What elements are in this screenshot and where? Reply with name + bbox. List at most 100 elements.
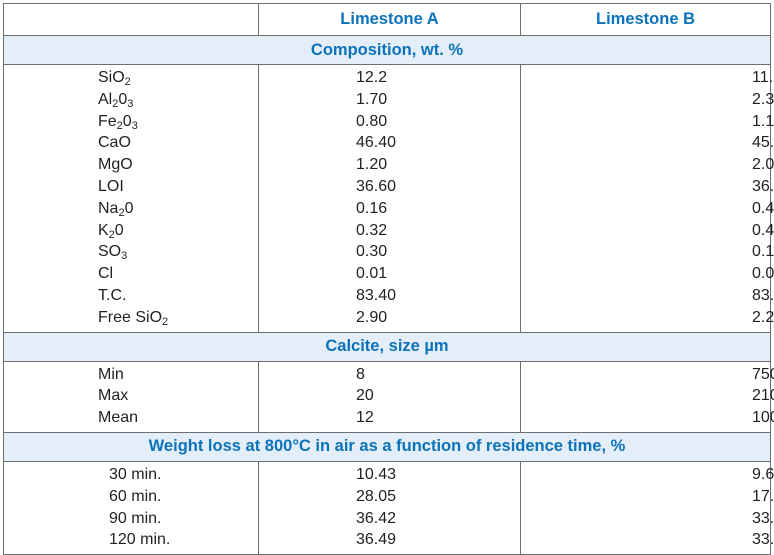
value-limestone-a: 12: [258, 407, 521, 433]
row-label: Fe: [98, 112, 117, 130]
row-label-cell: Na20: [3, 197, 259, 220]
value-limestone-a: 36.60: [258, 175, 521, 198]
label-suffix: 0: [124, 199, 134, 217]
value-limestone-a: 12.2: [258, 64, 521, 89]
value-limestone-a: 46.40: [258, 132, 521, 155]
row-label: Al: [98, 90, 113, 108]
row-label: Mean: [98, 409, 139, 427]
row-label: Free SiO: [98, 308, 163, 326]
table-header-row: Limestone A Limestone B: [3, 3, 771, 36]
calcite-row: Mean 121000: [3, 407, 774, 433]
value-limestone-a: 10.43: [258, 461, 521, 486]
row-label-cell: CaO: [3, 132, 259, 155]
row-label-cell: 30 min.: [3, 461, 259, 486]
limestone-table: Limestone A Limestone B Composition, wt.…: [3, 3, 774, 555]
section-weight-loss-title: Weight loss at 800°C in air as a functio…: [3, 431, 771, 462]
value-limestone-a: 36.49: [258, 529, 521, 555]
row-label-cell: Min: [3, 361, 259, 386]
label-suffix: 0: [118, 90, 128, 108]
value-limestone-a: 1.70: [258, 88, 521, 111]
value-limestone-b: 45.90: [520, 132, 774, 155]
value-limestone-a: 0.32: [258, 219, 521, 242]
label-suffix: 0: [114, 221, 124, 239]
row-label-cell: 60 min.: [3, 485, 259, 508]
value-limestone-b: 1.10: [520, 110, 774, 133]
value-limestone-b: 0.10: [520, 241, 774, 264]
label-subscript: 2: [162, 315, 169, 328]
weight-loss-row: 30 min. 10.439.61: [3, 461, 774, 486]
row-label-cell: Max: [3, 385, 259, 408]
value-limestone-b: 1000: [520, 407, 774, 433]
row-label-cell: Free SiO2: [3, 306, 259, 333]
value-limestone-b: 0.42: [520, 197, 774, 220]
label-subscript: 3: [131, 119, 138, 132]
composition-body: SiO212.211.20Al2031.702.30Fe2030.801.10C…: [3, 64, 774, 333]
value-limestone-a: 0.01: [258, 263, 521, 285]
row-label-cell: SiO2: [3, 64, 259, 89]
row-label-cell: K20: [3, 219, 259, 242]
value-limestone-b: 2.30: [520, 88, 774, 111]
label-subscript: 2: [108, 228, 115, 241]
value-limestone-b: 0.001: [520, 263, 774, 285]
calcite-body: Min 8750 Max 202100 Mean 121000: [3, 361, 774, 433]
row-label: Min: [98, 365, 124, 383]
value-limestone-b: 2.00: [520, 154, 774, 176]
row-label: LOI: [98, 177, 124, 195]
row-label: MgO: [98, 156, 133, 174]
row-label-cell: Mean: [3, 407, 259, 433]
value-limestone-a: 83.40: [258, 284, 521, 307]
header-empty-cell: [3, 3, 259, 36]
row-label-cell: 90 min.: [3, 507, 259, 530]
value-limestone-b: 2100: [520, 385, 774, 408]
value-limestone-b: 33.68: [520, 529, 774, 555]
value-limestone-b: 17.90: [520, 485, 774, 508]
row-label: SiO: [98, 69, 125, 86]
row-label: SO: [98, 243, 122, 261]
composition-row: MgO 1.202.00: [3, 154, 774, 176]
label-subscript: 2: [124, 76, 131, 88]
row-label: 90 min.: [109, 509, 162, 527]
value-limestone-b: 2.20: [520, 306, 774, 333]
row-label-cell: MgO: [3, 154, 259, 176]
value-limestone-b: 750: [520, 361, 774, 386]
section-composition-title: Composition, wt. %: [3, 35, 771, 65]
section-weight-loss-row: Weight loss at 800°C in air as a functio…: [3, 431, 771, 462]
value-limestone-b: 0.43: [520, 219, 774, 242]
row-label: 120 min.: [109, 531, 171, 549]
value-limestone-a: 0.16: [258, 197, 521, 220]
value-limestone-b: 11.20: [520, 64, 774, 89]
label-subscript: 3: [127, 97, 134, 110]
section-calcite-title: Calcite, size µm: [3, 331, 771, 362]
value-limestone-a: 0.30: [258, 241, 521, 264]
label-suffix: 0: [122, 112, 132, 130]
value-limestone-a: 0.80: [258, 110, 521, 133]
value-limestone-b: 36.10: [520, 175, 774, 198]
value-limestone-a: 1.20: [258, 154, 521, 176]
row-label-cell: T.C.: [3, 284, 259, 307]
section-composition-row: Composition, wt. %: [3, 35, 771, 65]
label-subscript: 2: [112, 97, 119, 110]
label-subscript: 2: [116, 119, 123, 132]
value-limestone-a: 36.42: [258, 507, 521, 530]
value-limestone-b: 33.22: [520, 507, 774, 530]
row-label: K: [98, 221, 109, 239]
section-calcite-row: Calcite, size µm: [3, 331, 771, 362]
composition-row: Cl 0.010.001: [3, 263, 774, 285]
row-label-cell: Al203: [3, 88, 259, 111]
row-label-cell: SO3: [3, 241, 259, 264]
row-label-cell: Fe203: [3, 110, 259, 133]
value-limestone-a: 20: [258, 385, 521, 408]
row-label: CaO: [98, 134, 131, 152]
